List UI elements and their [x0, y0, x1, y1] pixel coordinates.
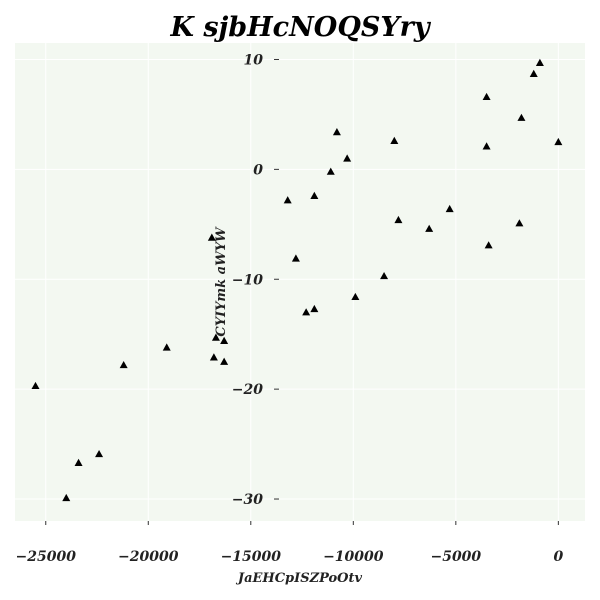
data-point: [310, 191, 319, 199]
data-point: [535, 58, 544, 66]
data-point: [326, 167, 335, 175]
grid: [15, 43, 585, 521]
data-point: [425, 224, 434, 232]
plot-area: [15, 43, 585, 521]
data-point: [74, 458, 83, 466]
data-point: [31, 381, 40, 390]
data-point: [220, 357, 229, 365]
data-point: [390, 136, 399, 144]
x-tick-label: −20000: [118, 549, 179, 565]
data-point: [211, 333, 220, 341]
data-point: [310, 304, 319, 313]
data-point: [162, 343, 171, 351]
y-tick-label: −30: [232, 492, 263, 508]
data-point: [515, 219, 524, 227]
data-points: [31, 58, 563, 502]
data-point: [351, 292, 360, 301]
y-tick-label: 0: [253, 162, 263, 178]
y-tick-label: 10: [244, 52, 264, 68]
data-point: [119, 360, 128, 369]
y-tick-label: −10: [232, 272, 263, 288]
data-point: [302, 308, 311, 316]
x-tick-label: −15000: [221, 549, 282, 565]
data-point: [484, 241, 493, 249]
data-point: [380, 271, 389, 280]
data-point: [394, 215, 403, 224]
chart-title: K sjbHcNOQSYry: [169, 12, 431, 43]
x-tick-label: −25000: [16, 549, 77, 565]
data-point: [95, 449, 104, 458]
x-tick-label: 0: [553, 549, 563, 565]
data-point: [343, 154, 352, 162]
data-point: [332, 128, 341, 136]
data-point: [209, 353, 218, 361]
axis-ticks: −25000 −20000 −15000 −10000 −5000 0 10 0 −10 −20 −…: [16, 52, 564, 565]
data-point: [517, 113, 526, 121]
data-point: [283, 196, 292, 204]
data-point: [207, 233, 216, 241]
data-point: [554, 137, 563, 146]
data-point: [482, 142, 491, 150]
data-point: [445, 204, 454, 213]
data-point: [62, 493, 71, 502]
x-tick-label: −5000: [430, 549, 481, 565]
y-axis-label: CYIYmk aWYW: [214, 226, 229, 337]
data-point: [529, 69, 538, 77]
data-point: [291, 254, 300, 262]
x-axis-label: JaEHCpISZPoOtv: [235, 571, 363, 586]
data-point: [220, 336, 229, 344]
y-tick-label: −20: [232, 382, 263, 398]
x-tick-label: −10000: [323, 549, 384, 565]
data-point: [482, 92, 491, 101]
